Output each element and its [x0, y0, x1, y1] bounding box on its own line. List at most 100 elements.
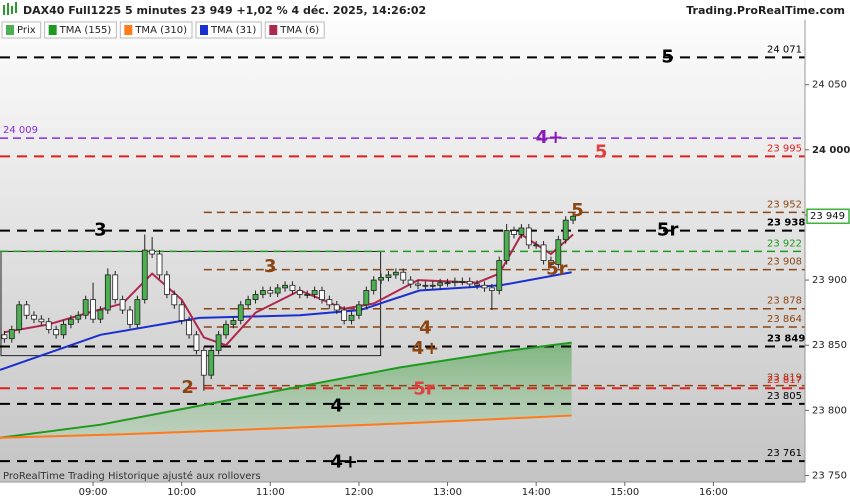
- annotation: 5: [661, 46, 674, 67]
- candle-body: [511, 230, 517, 235]
- x-tick-label: 09:00: [79, 487, 108, 498]
- legend-item: [195, 21, 262, 39]
- candle-body: [193, 334, 200, 351]
- candle-body: [570, 215, 577, 221]
- candle-body: [407, 279, 414, 285]
- x-tick-label: 11:00: [256, 487, 285, 498]
- level-label: 23 938: [767, 218, 805, 229]
- legend-item: [44, 21, 117, 39]
- candle-body: [481, 284, 488, 289]
- annotation: 4: [419, 317, 432, 338]
- candle-body: [496, 260, 503, 291]
- annotation: 4+: [330, 451, 358, 472]
- candle-body: [75, 314, 82, 320]
- legend-swatch: [124, 25, 133, 35]
- candle-body: [422, 284, 429, 287]
- candle-body: [341, 309, 348, 321]
- x-axis-background: [0, 482, 805, 500]
- candle-body: [437, 282, 444, 286]
- candle-body: [245, 299, 252, 306]
- candle-body: [252, 294, 259, 301]
- candle-body: [67, 318, 74, 325]
- candle-body: [31, 314, 37, 320]
- candle-body: [53, 329, 60, 336]
- candle-body: [282, 284, 288, 289]
- legend-label: Prix: [17, 25, 36, 36]
- candle-body: [378, 277, 384, 281]
- candle-body: [518, 227, 525, 235]
- legend-item: [119, 21, 193, 39]
- candle-body: [82, 299, 89, 316]
- level-label: 23 995: [767, 143, 802, 154]
- candle-body: [164, 274, 170, 295]
- candle-body: [503, 230, 510, 261]
- y-tick-label: 24 050: [812, 80, 847, 91]
- candle-body: [326, 299, 333, 306]
- candle-body: [260, 290, 266, 295]
- candle-body: [38, 318, 45, 323]
- level-label: 23 908: [767, 257, 802, 268]
- last-price-box: [806, 208, 850, 224]
- legend-swatch: [48, 25, 57, 35]
- candle-body: [348, 314, 355, 321]
- candle-body: [562, 219, 569, 241]
- candle-body: [392, 271, 399, 276]
- legend-label: TMA (31): [210, 25, 256, 36]
- candle-body: [1, 334, 8, 340]
- legend-label: TMA (6): [279, 25, 319, 36]
- candle-body: [208, 350, 215, 376]
- last-price-label: 23 949: [810, 211, 845, 222]
- candle-body: [319, 290, 325, 301]
- legend-swatch: [6, 25, 14, 35]
- candle-body: [540, 244, 547, 261]
- level-label: 23 819: [767, 373, 802, 384]
- level-label: 23 864: [767, 314, 802, 325]
- candle-body: [289, 284, 296, 291]
- y-axis-background: [805, 0, 850, 500]
- x-tick-label: 13:00: [433, 487, 462, 498]
- annotation: 3: [264, 256, 277, 277]
- level-label: 23 952: [767, 199, 802, 210]
- candle-body: [134, 299, 141, 325]
- candle-body: [200, 350, 207, 376]
- candle-body: [385, 274, 392, 278]
- candle-body: [112, 274, 119, 301]
- candle-body: [363, 290, 370, 306]
- candle-body: [333, 304, 340, 311]
- annotation: 3: [94, 220, 107, 241]
- level-label: 24 071: [767, 44, 802, 55]
- candle-body: [223, 323, 229, 336]
- candle-body: [304, 294, 311, 296]
- level-label: 23 878: [767, 296, 802, 307]
- candle-body: [488, 287, 495, 291]
- level-label: 23 922: [767, 238, 802, 249]
- candle-body: [274, 287, 281, 294]
- candle-body: [452, 280, 458, 284]
- candle-body: [8, 329, 15, 340]
- level-label: 23 761: [767, 448, 802, 459]
- legend-item: [264, 21, 325, 39]
- indicator-line: [0, 341, 572, 439]
- legend-label: TMA (155): [59, 25, 112, 36]
- legend: Prix TMA (155) TMA (310) TMA (31) TMA (6): [1, 21, 325, 39]
- level-label: 23 817: [767, 375, 802, 386]
- candle-body: [230, 320, 237, 325]
- candle-body: [533, 244, 540, 247]
- candle-body: [215, 334, 222, 351]
- y-tick-label: 23 850: [812, 340, 847, 351]
- candle-body: [149, 249, 156, 255]
- annotation: 4: [331, 395, 344, 416]
- x-tick-label: 10:00: [167, 487, 196, 498]
- legend-swatch: [269, 25, 278, 35]
- x-tick-label: 14:00: [522, 487, 551, 498]
- candle-body: [23, 304, 30, 316]
- annotation: 5r: [546, 259, 568, 280]
- logo: [3, 2, 17, 15]
- candle-body: [466, 280, 473, 285]
- x-tick-label: 15:00: [610, 487, 639, 498]
- y-tick-label: 23 800: [812, 405, 847, 416]
- legend-swatch: [199, 25, 208, 35]
- candle-body: [459, 280, 466, 283]
